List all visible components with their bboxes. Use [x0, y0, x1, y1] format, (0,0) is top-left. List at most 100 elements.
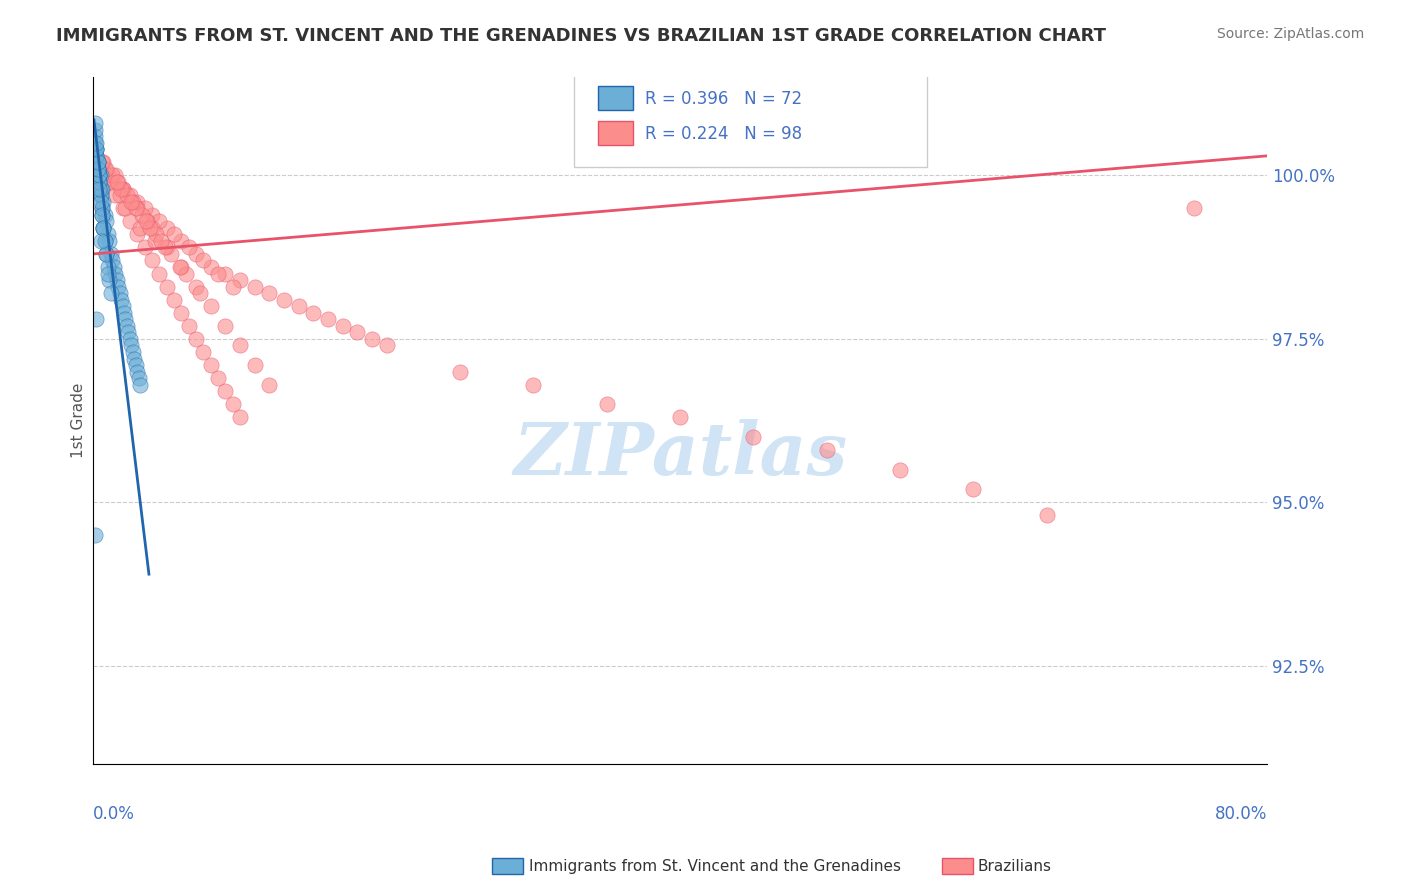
Point: [207, 371, 229, 385]
Point: [257, 377, 280, 392]
Point: [193, 345, 215, 359]
Point: [129, 220, 152, 235]
Point: [83, 116, 105, 130]
Point: [170, 306, 193, 320]
Point: [118, 188, 141, 202]
Point: [273, 293, 295, 307]
Point: [87, 175, 110, 189]
Point: [84, 312, 107, 326]
Point: [104, 169, 127, 183]
Point: [184, 279, 207, 293]
Point: [103, 260, 125, 274]
Point: [120, 194, 142, 209]
Point: [962, 483, 984, 497]
Point: [449, 365, 471, 379]
Point: [89, 194, 111, 209]
Point: [89, 188, 111, 202]
Point: [97, 227, 120, 242]
Y-axis label: 1st Grade: 1st Grade: [72, 383, 86, 458]
Text: ZIPatlas: ZIPatlas: [513, 419, 846, 491]
Point: [375, 338, 398, 352]
Point: [141, 253, 163, 268]
Text: Immigrants from St. Vincent and the Grenadines: Immigrants from St. Vincent and the Gren…: [529, 859, 901, 873]
Point: [91, 201, 114, 215]
Point: [125, 358, 148, 372]
Point: [155, 240, 177, 254]
Point: [129, 377, 152, 392]
Point: [1036, 508, 1059, 523]
Point: [815, 443, 838, 458]
Point: [121, 345, 143, 359]
Point: [89, 188, 111, 202]
Point: [107, 175, 129, 189]
Point: [86, 161, 108, 176]
Point: [91, 208, 114, 222]
Point: [163, 293, 186, 307]
Point: [96, 247, 118, 261]
Point: [84, 142, 107, 156]
Point: [136, 214, 159, 228]
Point: [889, 463, 911, 477]
Point: [595, 397, 617, 411]
Point: [141, 220, 163, 235]
Point: [332, 318, 354, 333]
Point: [522, 377, 544, 392]
Point: [100, 286, 122, 301]
Point: [221, 397, 243, 411]
Point: [111, 181, 134, 195]
Point: [105, 273, 128, 287]
Point: [100, 175, 122, 189]
Text: R = 0.396   N = 72: R = 0.396 N = 72: [645, 90, 801, 109]
Point: [87, 181, 110, 195]
Point: [229, 338, 252, 352]
FancyBboxPatch shape: [575, 70, 927, 167]
Point: [184, 332, 207, 346]
Point: [184, 247, 207, 261]
Point: [153, 240, 176, 254]
Point: [114, 312, 136, 326]
Point: [207, 267, 229, 281]
Text: 0.0%: 0.0%: [93, 805, 135, 823]
Point: [131, 208, 153, 222]
Point: [89, 181, 111, 195]
Point: [89, 161, 111, 176]
Point: [97, 175, 120, 189]
Point: [214, 318, 236, 333]
Point: [111, 181, 134, 195]
FancyBboxPatch shape: [598, 120, 633, 145]
Point: [91, 181, 114, 195]
Point: [120, 338, 142, 352]
Point: [127, 227, 149, 242]
Point: [214, 267, 236, 281]
Point: [93, 220, 115, 235]
Point: [160, 247, 183, 261]
Point: [177, 240, 200, 254]
Point: [86, 155, 108, 169]
Point: [221, 279, 243, 293]
Point: [87, 169, 110, 183]
Point: [84, 142, 107, 156]
Point: [86, 155, 108, 169]
Point: [94, 161, 117, 176]
Point: [84, 149, 107, 163]
Point: [91, 201, 114, 215]
Point: [101, 169, 124, 183]
Point: [742, 430, 765, 444]
Point: [111, 201, 134, 215]
Point: [83, 528, 105, 542]
Point: [98, 234, 121, 248]
Point: [118, 332, 141, 346]
Point: [316, 312, 339, 326]
Point: [121, 194, 143, 209]
Point: [287, 299, 309, 313]
Point: [86, 161, 108, 176]
Point: [111, 299, 134, 313]
Point: [148, 267, 170, 281]
Point: [84, 142, 107, 156]
Point: [84, 149, 107, 163]
Point: [145, 227, 167, 242]
Point: [108, 286, 131, 301]
Point: [108, 188, 131, 202]
Point: [148, 214, 170, 228]
Point: [149, 234, 172, 248]
